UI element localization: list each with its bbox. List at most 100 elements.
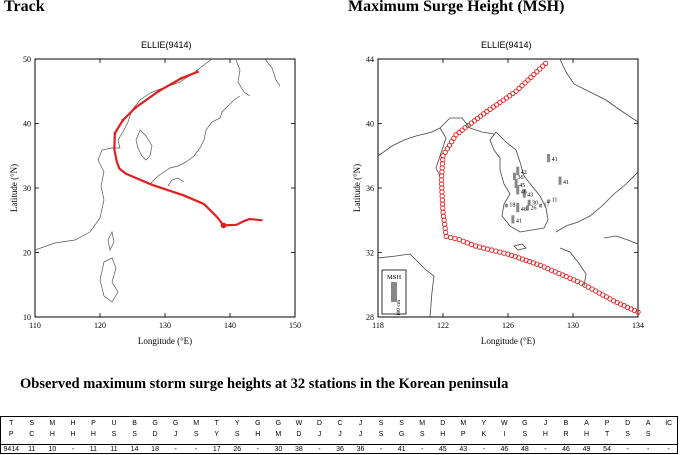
russia-coastline: [559, 58, 639, 123]
station-code-letter-2: Y: [214, 431, 220, 438]
station-code-letter-2: S: [193, 431, 199, 438]
msh-station-bar: [513, 172, 516, 180]
msh-x-tick-label: 134: [632, 321, 644, 330]
station-code-letter-1: M: [460, 420, 467, 427]
station-code-letter-2: S: [234, 431, 240, 438]
station-code-letter-2: G: [398, 431, 405, 438]
msh-legend-bar: [391, 282, 397, 302]
msh-y-tick-label: 36: [366, 184, 374, 193]
station-surge-value: -: [647, 446, 650, 453]
station-surge-value: 30: [274, 446, 283, 453]
msh-legend-title: MSH: [387, 274, 401, 281]
msh-station-bar: [547, 199, 551, 203]
msh-station-bar: [539, 203, 542, 208]
station-code-letter-1: S: [29, 420, 35, 427]
station-surge-value: 38: [294, 446, 303, 453]
station-surge-value: 41: [397, 446, 406, 453]
msh-y-tick-label: 44: [366, 55, 374, 64]
japan-coastline: [149, 95, 241, 187]
station-code-letter-1: U: [111, 420, 117, 427]
msh-track-circle: [525, 77, 531, 83]
station-code-letter-1: D: [316, 420, 322, 427]
msh-station-bar: [511, 215, 515, 224]
station-surge-value: 46: [500, 446, 509, 453]
station-surge-value: -: [318, 446, 321, 453]
station-code-letter-1: T: [9, 420, 14, 427]
msh-station-bar: [558, 176, 562, 185]
track-point: [121, 118, 125, 122]
station-code-letter-1: P: [91, 420, 96, 427]
japan-msh-coastline: [555, 171, 639, 287]
msh-station-bar: [516, 185, 520, 195]
track-y-axis-label: Latitude (°N): [9, 164, 19, 212]
station-code-letter-1: B: [563, 420, 569, 427]
msh-station-value: 41: [516, 218, 522, 224]
msh-x-tick-label: 130: [567, 321, 579, 330]
station-code-letter-1: B: [132, 420, 137, 427]
station-code-letter-1: G: [152, 420, 158, 427]
station-values-row: 9414 11 10 - 11 11 14 18 - - 17 26 - 30 38 - 36 36 - 41 - 45 4…: [1, 444, 677, 455]
msh-station-bar: [527, 199, 531, 206]
msh-track-circle: [540, 63, 546, 69]
korea-coastline: [135, 129, 153, 161]
station-surge-value: 45: [438, 446, 447, 453]
station-code-letter-1: S: [378, 420, 384, 427]
station-code-letter-1: H: [70, 420, 76, 427]
station-code-letter-2: D: [152, 431, 158, 438]
station-code-letter-2: H: [70, 431, 76, 438]
station-code-letter-1: M: [419, 420, 426, 427]
msh-legend: MSH 100 cm: [381, 269, 407, 316]
track-point: [179, 76, 183, 80]
station-surge-value: 11: [89, 446, 98, 453]
station-code-letter-1: Y: [481, 420, 487, 427]
track-x-tick-label: 120: [94, 321, 106, 330]
track-x-tick-label: 150: [289, 321, 301, 330]
station-code-letter-1: S: [399, 420, 404, 427]
station-surge-value: 9414: [3, 446, 20, 453]
bohai-coastline: [435, 127, 447, 177]
msh-track-circle: [531, 71, 537, 78]
station-surge-value: -: [421, 446, 424, 453]
msh-legend-scale: 100 cm: [396, 299, 402, 316]
msh-station-value: 42: [521, 170, 527, 176]
station-code-letter-2: I: [503, 431, 506, 438]
msh-storm-circles: [438, 60, 641, 315]
station-surge-value: 48: [520, 446, 529, 453]
station-code-letter-2: J: [338, 431, 342, 438]
track-x-tick-label: 130: [159, 321, 171, 330]
taiwan-coastline: [107, 230, 115, 252]
msh-station-value: 43: [527, 193, 533, 199]
station-code-letter-2: S: [419, 431, 425, 438]
msh-track-circle: [528, 74, 534, 80]
station-surge-value: -: [544, 446, 547, 453]
station-surge-value: 17: [212, 446, 221, 453]
track-y-tick-label: 20: [23, 249, 31, 258]
station-surge-value: 26: [233, 446, 242, 453]
station-code-letter-2: H: [90, 431, 96, 438]
station-surge-value: 54: [603, 446, 611, 453]
station-code-letter-1: Y: [234, 420, 240, 427]
msh-station-bar: [516, 202, 520, 213]
station-code-letter-1: A: [645, 420, 651, 427]
track-y-tick-label: 30: [23, 184, 31, 193]
msh-station-value: 30: [532, 201, 538, 207]
msh-station-value: 17: [544, 202, 550, 208]
station-code-letter-2: H: [440, 431, 446, 438]
msh-track-circle: [519, 83, 525, 89]
msh-section-title: Maximum Surge Height (MSH): [348, 0, 565, 15]
station-surge-value: -: [667, 446, 670, 453]
station-surge-value: -: [174, 446, 177, 453]
korea-msh-coastline: [489, 131, 549, 233]
msh-station-bar: [516, 166, 520, 176]
station-code-letter-1: P: [604, 420, 610, 427]
track-y-tick-label: 40: [23, 120, 31, 129]
station-surge-value: 11: [110, 446, 118, 453]
observed-surge-title: Observed maximum storm surge heights at …: [20, 376, 509, 392]
station-code-letter-2: R: [563, 431, 569, 438]
station-code-letter-1: T: [214, 420, 219, 427]
msh-station-value: 26: [531, 206, 537, 212]
station-code-letter-1: G: [522, 420, 528, 427]
msh-x-axis-label: Longitude (°E): [481, 336, 535, 346]
